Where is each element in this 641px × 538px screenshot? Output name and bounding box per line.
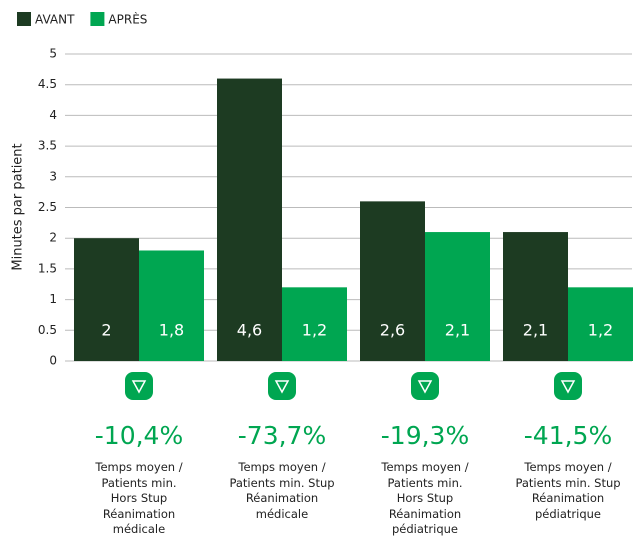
- y-tick-label: 1.5: [38, 261, 57, 275]
- y-tick-label: 5: [49, 47, 57, 61]
- legend-label: APRÈS: [108, 12, 147, 27]
- legend-label: AVANT: [35, 13, 75, 27]
- y-tick-label: 0: [49, 354, 57, 368]
- value-label: 1,2: [588, 321, 613, 340]
- y-tick-label: 4.5: [38, 77, 57, 91]
- legend-swatch: [17, 12, 31, 26]
- value-label: 1,2: [302, 321, 327, 340]
- annotation: -73,7%: [238, 421, 326, 450]
- y-tick-label: 2: [49, 231, 57, 245]
- y-tick-label: 1: [49, 292, 57, 306]
- bar: [139, 250, 204, 361]
- y-axis-label: Minutes par patient: [11, 143, 26, 270]
- bar: [360, 201, 425, 361]
- y-tick-label: 0.5: [38, 323, 57, 337]
- down-arrow: [417, 380, 433, 394]
- y-tick-label: 2.5: [38, 200, 57, 214]
- y-tick-label: 4: [49, 108, 57, 122]
- x-tick-label: Temps moyen / Patients min. Stup Réanima…: [515, 460, 621, 521]
- value-label: 2,6: [380, 321, 405, 340]
- down-arrow: [131, 380, 147, 394]
- annotation: -41,5%: [524, 421, 612, 450]
- down-icon: [554, 372, 582, 400]
- down-icon: [268, 372, 296, 400]
- bar: [568, 287, 633, 361]
- value-label: 1,8: [159, 321, 184, 340]
- value-label: 4,6: [237, 321, 262, 340]
- down-icon: [125, 372, 153, 400]
- value-label: 2,1: [445, 321, 470, 340]
- x-tick-label: Temps moyen / Patients min. Hors Stup Ré…: [95, 460, 183, 536]
- bar: [282, 287, 347, 361]
- y-tick-label: 3.5: [38, 139, 57, 153]
- annotation: -19,3%: [381, 421, 469, 450]
- legend-swatch: [90, 12, 105, 26]
- bar: [425, 232, 490, 361]
- bar: [217, 78, 282, 361]
- value-label: 2: [101, 321, 111, 340]
- bar: [503, 232, 568, 361]
- value-label: 2,1: [523, 321, 548, 340]
- bar: [74, 238, 139, 361]
- annotation: -10,4%: [95, 421, 183, 450]
- x-tick-label: Temps moyen / Patients min. Stup Réanima…: [229, 460, 335, 521]
- x-tick-label: Temps moyen / Patients min. Hors Stup Ré…: [381, 460, 469, 536]
- down-arrow: [274, 380, 290, 394]
- down-icon: [411, 372, 439, 400]
- down-arrow: [560, 380, 576, 394]
- y-tick-label: 3: [49, 169, 57, 183]
